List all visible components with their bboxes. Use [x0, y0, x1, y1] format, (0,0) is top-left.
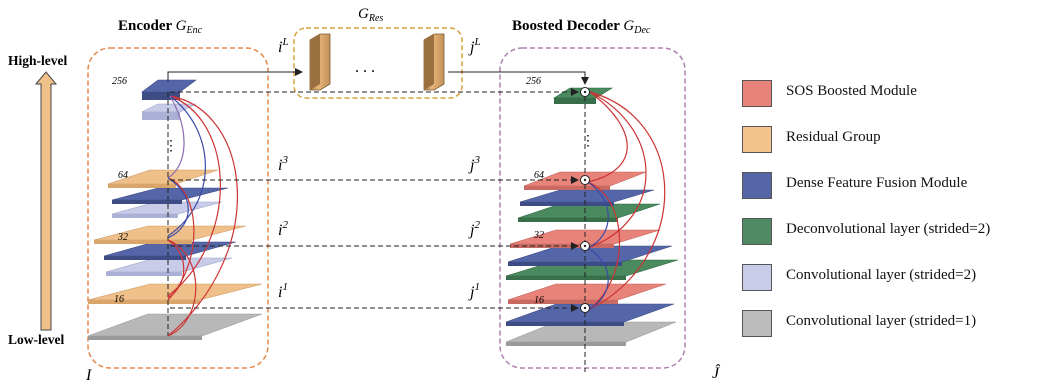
decoder-sum-nodes: [580, 87, 590, 313]
dec-channel-64: 64: [534, 170, 544, 181]
legend-label-deconv: Deconvolutional layer (strided=2): [786, 221, 991, 237]
skip-label-j-3: j3: [468, 154, 480, 174]
skip-label-i-L: iL: [278, 36, 289, 56]
enc-dff-layer-64: [111, 187, 229, 201]
encoder-connections: [167, 95, 239, 337]
legend-swatch-conv2: [742, 264, 772, 291]
enc-channel-64: 64: [118, 170, 128, 181]
residual-box: [293, 27, 463, 99]
skip-label-j-1: j1: [468, 281, 480, 301]
residual-dots: . . .: [355, 59, 375, 76]
skip-label-i-1: i1: [278, 281, 288, 301]
residual-title: GRes: [358, 6, 383, 24]
legend-label-conv2: Convolutional layer (strided=2): [786, 267, 977, 283]
decoder-vdots: ⋮: [581, 134, 595, 149]
skip-label-j-2: j2: [468, 219, 480, 239]
encoder-box: [87, 47, 269, 369]
enc-conv2-layer-256: [141, 103, 197, 113]
decoder-connections: [587, 91, 666, 311]
output-label: Ĵ: [712, 363, 721, 382]
enc-dff-layer-256: [141, 79, 197, 93]
enc-channel-256: 256: [112, 76, 127, 87]
legend-swatch-dff: [742, 172, 772, 199]
encoder-vdots: ⋮: [164, 139, 178, 154]
decoder-box: [499, 47, 686, 369]
enc-residual-layer-32: [93, 225, 247, 241]
encoder-title: Encoder GEnc: [118, 18, 203, 36]
enc-dff-layer-32: [103, 241, 237, 257]
axis-low-label: Low-level: [8, 332, 64, 347]
skip-label-i-2: i2: [278, 219, 288, 239]
legend-label-sos: SOS Boosted Module: [786, 83, 917, 99]
dec-channel-32: 32: [533, 230, 544, 241]
dec-dff-layer-16: [505, 303, 675, 323]
legend-label-dff: Dense Feature Fusion Module: [786, 175, 968, 191]
legend-swatch-conv1: [742, 310, 772, 337]
legend-label-conv1: Convolutional layer (strided=1): [786, 313, 977, 329]
legend-swatch-sos: [742, 80, 772, 107]
axis-high-label: High-level: [8, 53, 67, 68]
enc-channel-16: 16: [114, 294, 124, 305]
decoder-title: Boosted Decoder GDec: [512, 18, 651, 36]
legend-swatch-residual: [742, 126, 772, 153]
skip-connections: [170, 88, 579, 312]
skip-label-j-L: jL: [468, 36, 481, 56]
decoder-layers: [505, 87, 679, 346]
residual-block-first: [309, 33, 331, 91]
level-arrow: [34, 71, 58, 331]
legend-swatch-deconv: [742, 218, 772, 245]
dec-channel-16: 16: [534, 295, 544, 306]
dec-sos-layer-16: [507, 283, 667, 301]
residual-path: [167, 68, 589, 85]
enc-conv2-layer-16: [105, 257, 233, 273]
residual-block-last: [423, 33, 445, 91]
legend-label-residual: Residual Group: [786, 129, 881, 145]
dec-dff-layer-64: [519, 189, 655, 203]
enc-channel-32: 32: [117, 232, 128, 243]
dec-dff-layer-32: [507, 245, 673, 263]
skip-label-i-3: i3: [278, 154, 288, 174]
input-label: I: [85, 367, 92, 384]
dec-channel-256: 256: [526, 76, 541, 87]
